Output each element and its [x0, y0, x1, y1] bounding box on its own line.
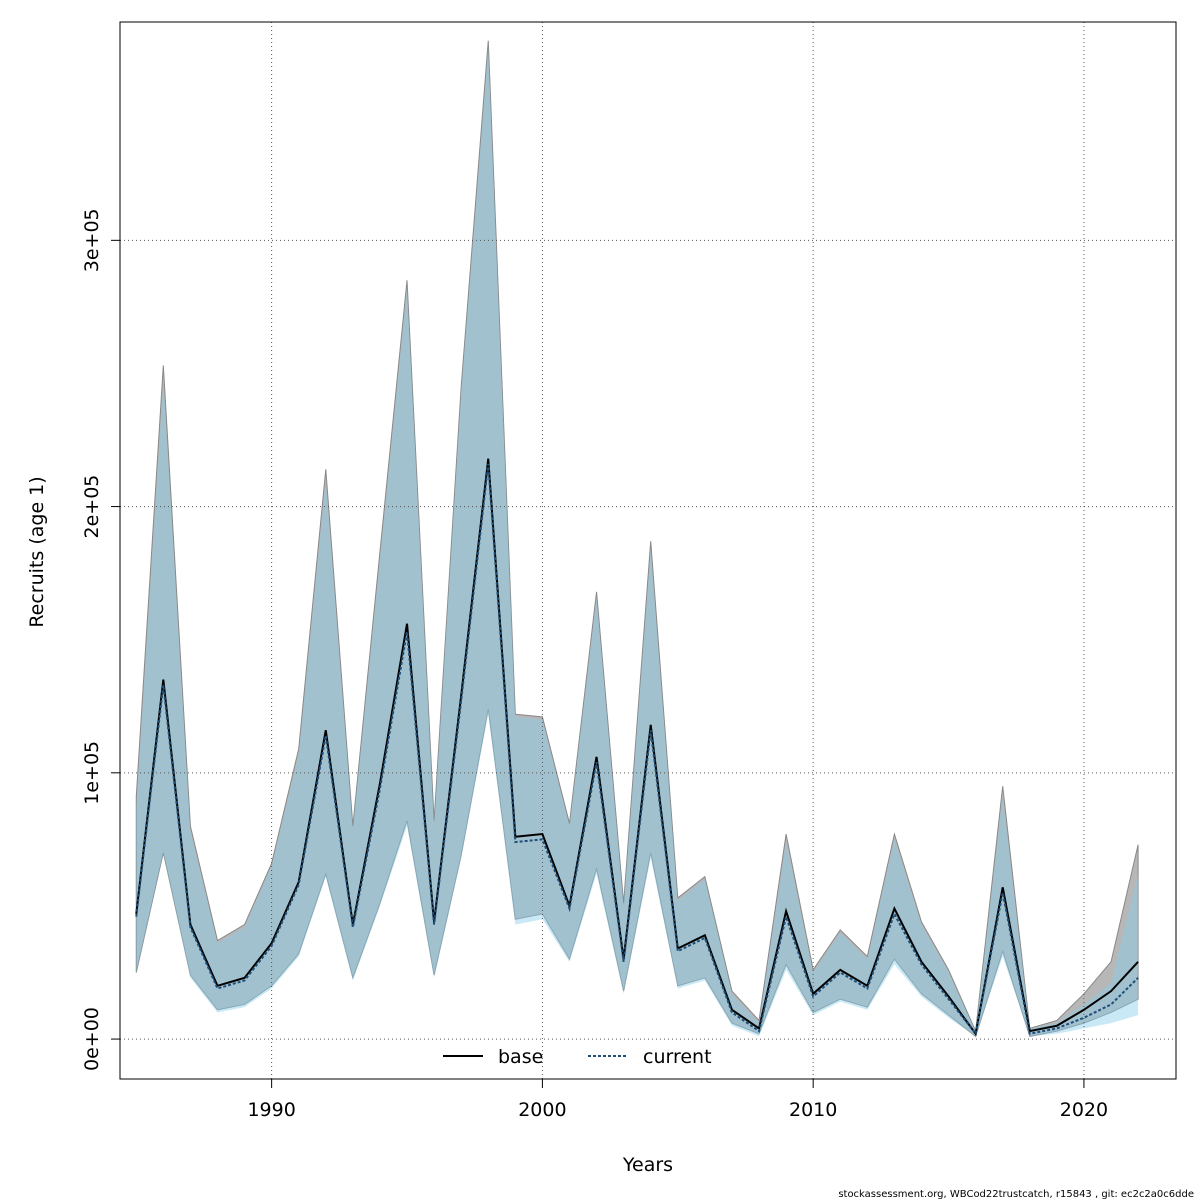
legend-current-label: current — [643, 1046, 712, 1068]
y-tick-label: 0e+00 — [81, 1007, 103, 1071]
series-lines — [135, 458, 1139, 1037]
y-tick-label: 3e+05 — [81, 208, 103, 272]
x-axis-title: Years — [622, 1154, 673, 1176]
x-tick-label: 1990 — [247, 1099, 295, 1121]
legend: base current — [443, 1046, 712, 1068]
footer-note: stockassessment.org, WBCod22trustcatch, … — [838, 1189, 1194, 1200]
y-axis-title: Recruits (age 1) — [26, 476, 48, 627]
confidence-bands — [135, 40, 1139, 1038]
band-base — [135, 40, 1139, 1038]
plot-frame — [119, 21, 1177, 1080]
y-axis: 0e+00 1e+05 2e+05 3e+05 — [81, 208, 120, 1071]
series-line-current — [135, 463, 1139, 1037]
x-tick-label: 2010 — [789, 1099, 837, 1121]
y-tick-label: 1e+05 — [81, 741, 103, 805]
x-axis: 1990 2000 2010 2020 — [247, 1079, 1108, 1121]
x-tick-label: 2020 — [1060, 1099, 1108, 1121]
x-tick-label: 2000 — [518, 1099, 566, 1121]
legend-base-label: base — [498, 1046, 543, 1068]
band-current — [136, 48, 1139, 1037]
y-tick-label: 2e+05 — [81, 475, 103, 539]
grid-lines — [120, 22, 1176, 1079]
